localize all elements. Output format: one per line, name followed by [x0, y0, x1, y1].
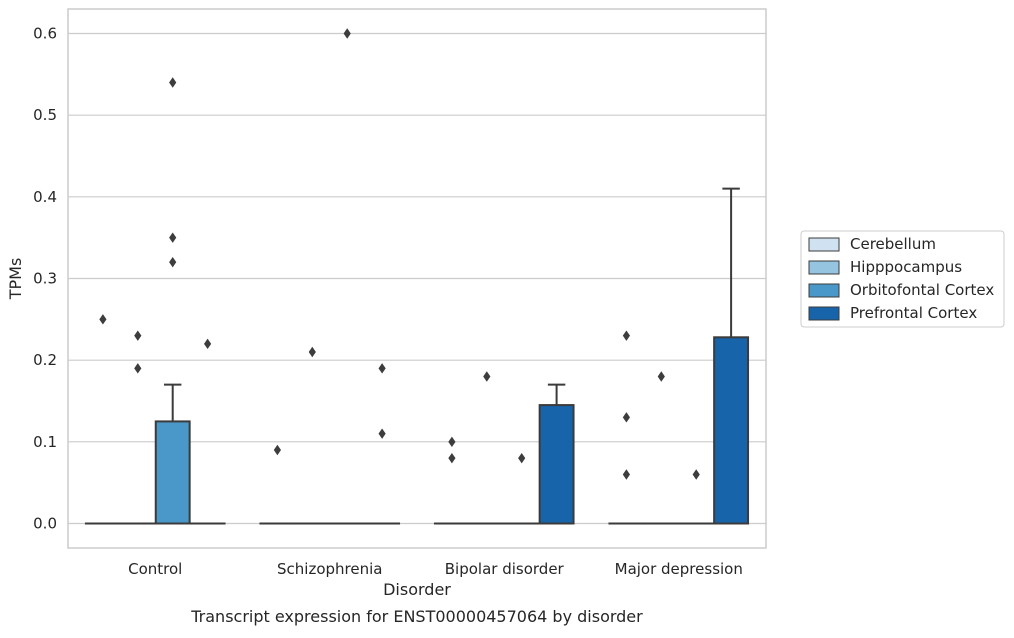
box-layer: [86, 189, 748, 524]
x-tick-label: Bipolar disorder: [445, 560, 565, 578]
x-tick-label: Control: [128, 560, 182, 578]
y-tick-label: 0.4: [33, 188, 57, 206]
legend-item[interactable]: Orbitofontal Cortex: [809, 281, 994, 299]
y-tick-label: 0.5: [33, 106, 57, 124]
outlier-point: [169, 257, 176, 267]
y-tick-label: 0.6: [33, 25, 57, 43]
outlier-point: [134, 330, 141, 340]
legend-item[interactable]: Cerebellum: [809, 235, 936, 253]
outlier-point: [169, 77, 176, 87]
y-tick-label: 0.1: [33, 433, 57, 451]
box-iqr: [156, 421, 190, 523]
y-tick-labels: 0.0 0.1 0.2 0.3 0.4 0.5 0.6: [33, 25, 57, 533]
legend-swatch: [809, 238, 839, 251]
legend-swatch: [809, 307, 839, 320]
legend-label: Prefrontal Cortex: [850, 304, 977, 322]
legend-swatch: [809, 284, 839, 297]
x-tick-label: Schizophrenia: [277, 560, 382, 578]
outlier-point: [658, 371, 665, 381]
outlier-point: [379, 363, 386, 373]
y-tick-label: 0.2: [33, 351, 57, 369]
outlier-point: [344, 28, 351, 38]
outlier-point: [448, 453, 455, 463]
legend-label: Orbitofontal Cortex: [850, 281, 994, 299]
y-tick-label: 0.3: [33, 270, 57, 288]
box-orbitofontal-cortex: [156, 385, 190, 524]
outlier-point: [518, 453, 525, 463]
outlier-point: [623, 412, 630, 422]
outlier-layer: [99, 28, 700, 479]
outlier-point: [274, 445, 281, 455]
box-iqr: [540, 405, 574, 523]
legend-label: Hipppocampus: [850, 258, 962, 276]
outlier-point: [623, 330, 630, 340]
legend[interactable]: Cerebellum Hipppocampus Orbitofontal Corte…: [801, 231, 1004, 327]
y-axis-label: TPMs: [6, 258, 25, 301]
chart-caption: Transcript expression for ENST0000045706…: [190, 607, 643, 626]
x-tick-labels: Control Schizophrenia Bipolar disorder Majo…: [128, 560, 743, 578]
box-prefrontal-cortex: [540, 385, 574, 524]
outlier-point: [448, 437, 455, 447]
outlier-point: [99, 314, 106, 324]
box-iqr: [714, 337, 748, 523]
box-prefrontal-cortex: [714, 189, 748, 524]
outlier-point: [204, 339, 211, 349]
outlier-point: [309, 347, 316, 357]
outlier-point: [379, 428, 386, 438]
x-tick-label: Major depression: [615, 560, 743, 578]
legend-item[interactable]: Prefrontal Cortex: [809, 304, 977, 322]
outlier-point: [169, 232, 176, 242]
x-axis-label: Disorder: [383, 580, 451, 599]
legend-swatch: [809, 261, 839, 274]
outlier-point: [483, 371, 490, 381]
outlier-point: [693, 469, 700, 479]
y-tick-label: 0.0: [33, 515, 57, 533]
outlier-point: [623, 469, 630, 479]
legend-label: Cerebellum: [850, 235, 936, 253]
legend-item[interactable]: Hipppocampus: [809, 258, 962, 276]
outlier-point: [134, 363, 141, 373]
